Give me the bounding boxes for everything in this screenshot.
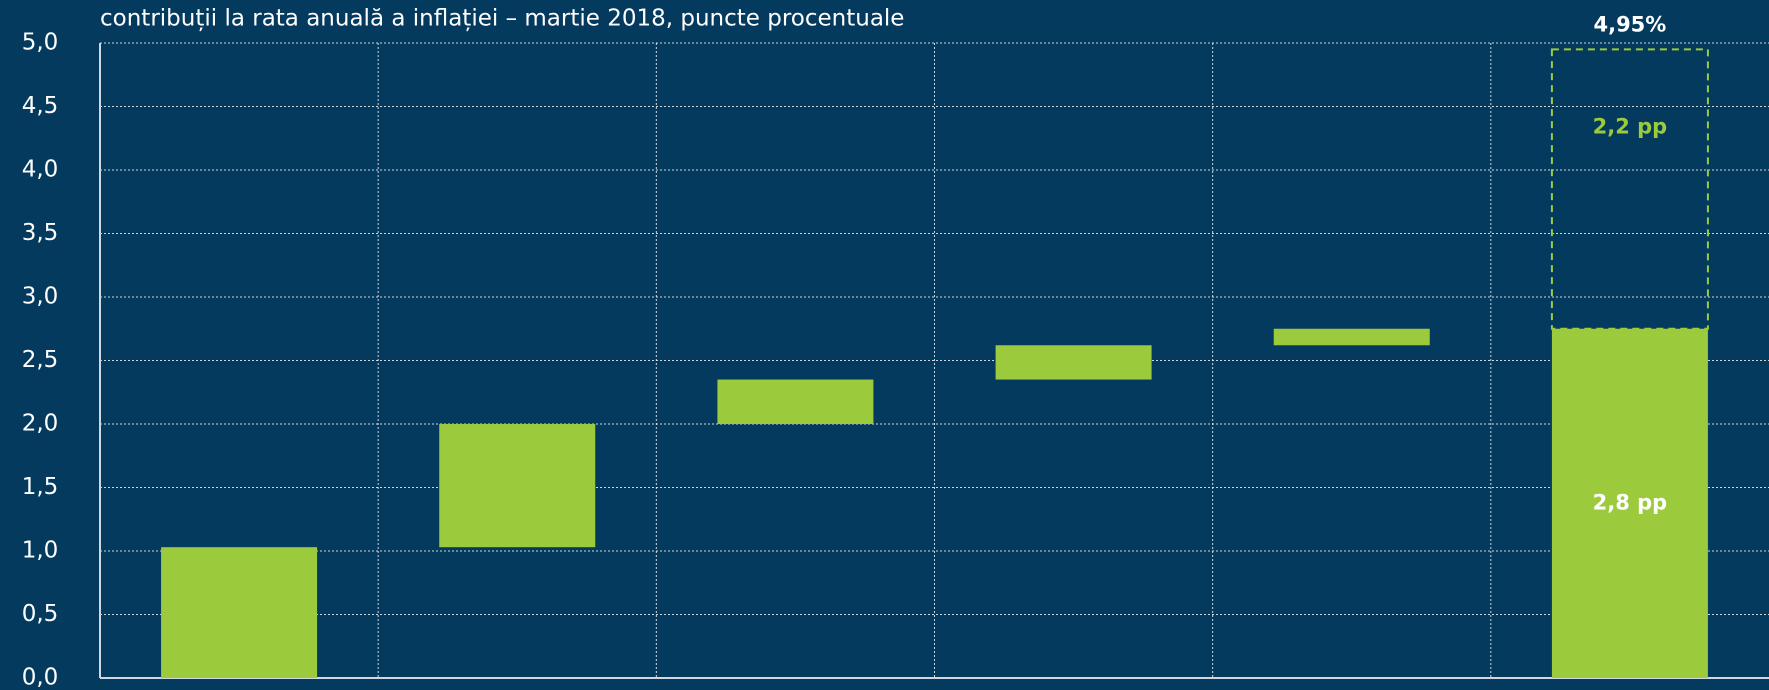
bar xyxy=(439,424,595,547)
chart-title: contribuții la rata anuală a inflației –… xyxy=(100,6,904,32)
bar xyxy=(717,380,873,424)
y-tick-label: 1,0 xyxy=(22,538,59,564)
y-tick-label: 5,0 xyxy=(22,30,59,56)
target-label: 4,95% xyxy=(1593,12,1666,36)
y-tick-label: 3,5 xyxy=(22,220,59,246)
y-tick-label: 0,0 xyxy=(22,665,59,690)
y-tick-label: 2,5 xyxy=(22,347,59,373)
chart: contribuții la rata anuală a inflației –… xyxy=(0,0,1769,690)
y-tick-label: 3,0 xyxy=(22,284,59,310)
y-tick-label: 2,0 xyxy=(22,411,59,437)
y-tick-label: 4,5 xyxy=(22,93,59,119)
gap-bar xyxy=(1552,49,1708,328)
y-tick-label: 0,5 xyxy=(22,601,59,627)
y-tick-label: 4,0 xyxy=(22,157,59,183)
bar xyxy=(1274,329,1430,346)
total-label: 2,8 pp xyxy=(1593,490,1668,514)
y-tick-label: 1,5 xyxy=(22,474,59,500)
bar xyxy=(996,345,1152,379)
gap-label: 2,2 pp xyxy=(1593,115,1668,139)
bar xyxy=(161,547,317,678)
page: {"chart_data": {"type": "waterfall", "ti… xyxy=(0,0,1769,690)
